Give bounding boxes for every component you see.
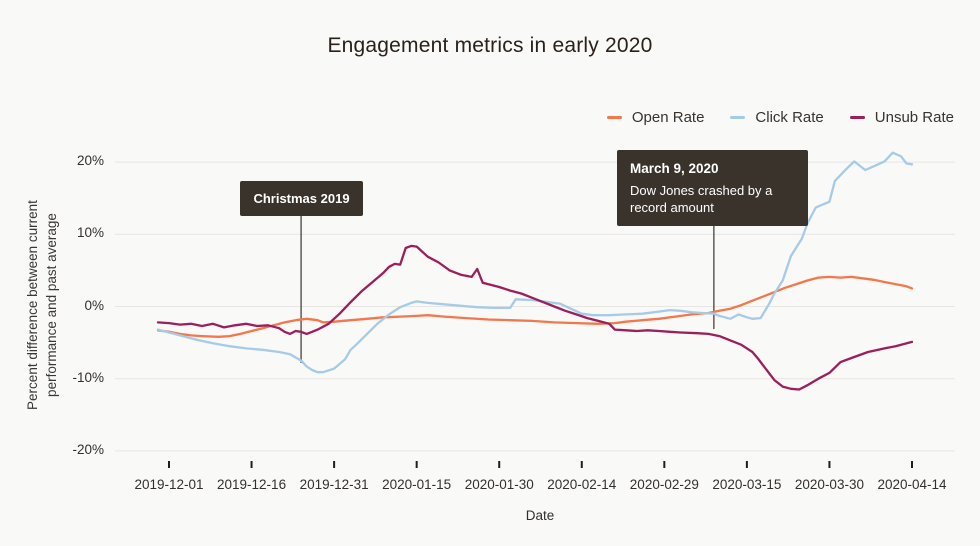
- unsub-rate-line-swatch-icon: [849, 116, 865, 119]
- x-tick-label: 2020-02-14: [547, 477, 617, 492]
- y-tick-label: 0%: [84, 297, 104, 313]
- x-tick-label: 2020-03-30: [794, 477, 864, 492]
- y-tick-label: -10%: [72, 369, 104, 385]
- y-axis-title-line: Percent difference between current: [25, 200, 40, 410]
- series-line-open-rate: [156, 275, 914, 338]
- click-rate-line-swatch-icon: [730, 116, 746, 119]
- legend-item-open-rate[interactable]: Open Rate: [606, 109, 705, 126]
- y-tick-label: 10%: [76, 225, 104, 241]
- annotation-title: Christmas 2019: [253, 191, 350, 206]
- legend: Open Rate Click Rate Unsub Rate: [606, 109, 954, 126]
- annotation-christmas-2019: Christmas 2019: [240, 181, 363, 216]
- y-axis-title-line: performance and past average: [44, 213, 59, 397]
- series-line-click-rate: [156, 151, 914, 374]
- x-tick-label: 2020-03-15: [712, 477, 782, 492]
- legend-label-open-rate: Open Rate: [631, 109, 705, 126]
- y-tick-label: -20%: [72, 441, 104, 457]
- x-tick-label: 2019-12-01: [134, 477, 204, 492]
- legend-item-click-rate[interactable]: Click Rate: [730, 109, 824, 126]
- legend-label-unsub-rate: Unsub Rate: [874, 109, 954, 126]
- annotation-body: Dow Jones crashed by a record amount: [630, 183, 773, 215]
- chart-title: Engagement metrics in early 2020: [327, 34, 653, 57]
- y-axis-title: Percent difference between current perfor…: [23, 165, 63, 445]
- legend-item-unsub-rate[interactable]: Unsub Rate: [849, 109, 954, 126]
- x-tick-label: 2020-01-15: [382, 477, 452, 492]
- open-rate-line-swatch-icon: [606, 116, 622, 119]
- x-tick-label: 2019-12-16: [217, 477, 287, 492]
- legend-label-click-rate: Click Rate: [755, 109, 824, 126]
- x-tick-label: 2020-04-14: [877, 477, 947, 492]
- annotation-title: March 9, 2020: [630, 161, 719, 176]
- x-tick-label: 2019-12-31: [299, 477, 369, 492]
- annotation-march-9-2020: March 9, 2020 Dow Jones crashed by a rec…: [617, 150, 808, 226]
- y-tick-label: 20%: [76, 153, 104, 169]
- series-line-unsub-rate: [156, 244, 914, 391]
- x-tick-label: 2020-02-29: [629, 477, 699, 492]
- x-tick-label: 2020-01-30: [464, 477, 534, 492]
- x-axis-title: Date: [525, 508, 555, 523]
